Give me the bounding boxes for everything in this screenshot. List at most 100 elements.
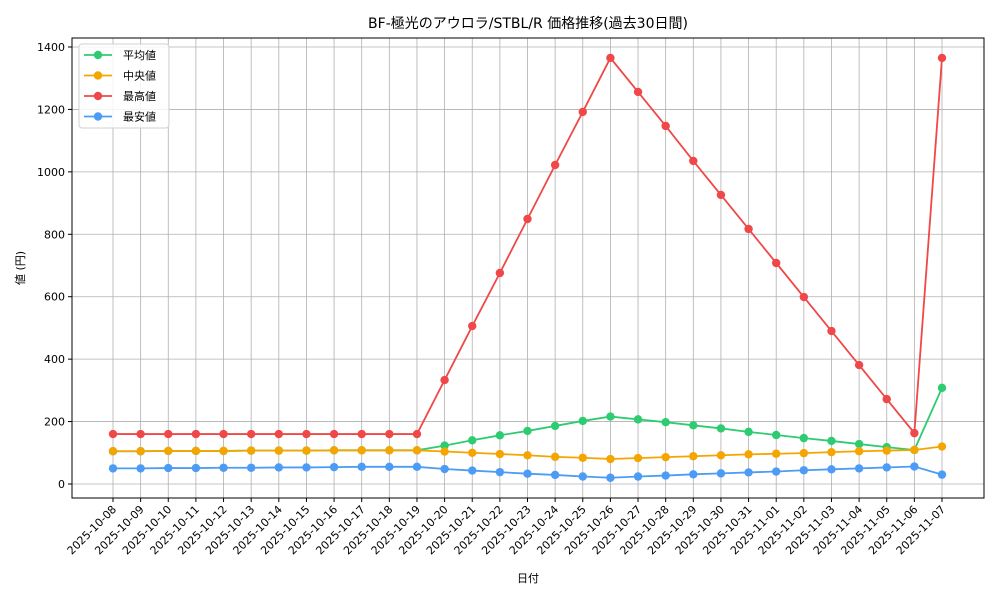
data-point (910, 428, 919, 438)
legend-marker-icon (93, 71, 103, 80)
data-point (772, 430, 781, 440)
data-point (385, 462, 394, 472)
data-point (523, 214, 532, 224)
data-point (633, 453, 643, 463)
data-point (246, 446, 256, 455)
series-2 (108, 53, 947, 439)
data-point (329, 462, 339, 472)
data-point (523, 469, 532, 478)
data-point (578, 453, 587, 462)
data-point (440, 447, 449, 456)
data-point (136, 464, 145, 473)
data-point (827, 447, 836, 457)
data-point (606, 53, 615, 63)
data-point (329, 446, 339, 455)
data-point (108, 429, 118, 439)
data-point (606, 473, 615, 482)
series-3 (108, 462, 947, 482)
data-point (357, 446, 366, 455)
data-point (191, 446, 201, 456)
data-point (440, 375, 449, 385)
data-point (412, 462, 422, 472)
data-point (219, 446, 228, 456)
data-point (744, 224, 753, 234)
data-point (910, 445, 919, 455)
data-point (744, 427, 753, 437)
data-point (744, 450, 753, 459)
data-point (550, 470, 560, 480)
data-point (827, 326, 836, 336)
series-lines (108, 53, 947, 482)
data-point (606, 454, 615, 464)
data-point (661, 471, 670, 480)
data-point (495, 268, 505, 278)
data-point (716, 190, 726, 200)
data-point (108, 447, 118, 456)
data-point (136, 447, 145, 456)
data-point (633, 415, 643, 424)
data-point (827, 465, 836, 474)
data-point (164, 429, 173, 439)
chart-title: BF-極光のアウロラ/STBL/R 価格推移(過去30日間) (368, 16, 688, 32)
series-1 (108, 442, 947, 464)
data-point (495, 467, 505, 477)
data-point (385, 429, 394, 439)
y-tick-label: 400 (44, 353, 65, 366)
data-point (246, 429, 256, 439)
y-tick-label: 1200 (37, 103, 65, 116)
data-point (164, 446, 173, 456)
data-point (799, 448, 809, 458)
y-tick-label: 0 (58, 478, 65, 491)
data-point (274, 463, 283, 472)
data-point (882, 463, 891, 472)
data-point (136, 429, 145, 439)
data-point (578, 472, 587, 481)
data-point (827, 436, 836, 446)
data-point (274, 429, 283, 439)
data-point (689, 156, 698, 166)
y-tick-label: 1400 (37, 41, 65, 54)
y-axis-ticks: 0 200 400 600 800 1000 1200 1400 (37, 41, 72, 491)
data-point (412, 429, 422, 439)
data-point (550, 421, 560, 431)
data-point (468, 321, 477, 331)
data-point (246, 463, 256, 472)
data-point (744, 468, 753, 477)
data-point (882, 446, 891, 455)
data-point (854, 464, 864, 473)
data-point (882, 394, 891, 404)
data-point (772, 449, 781, 458)
data-point (716, 424, 726, 433)
legend-label: 平均値 (123, 49, 156, 62)
y-tick-label: 600 (44, 291, 65, 304)
data-point (468, 448, 477, 457)
data-point (550, 452, 560, 462)
data-point (164, 463, 173, 473)
data-point (661, 121, 670, 131)
legend-marker-icon (93, 112, 103, 121)
x-axis-label: 日付 (517, 572, 539, 585)
data-point (689, 452, 698, 461)
data-point (412, 446, 422, 455)
legend-item: 中央値 (84, 70, 156, 83)
data-point (219, 429, 228, 439)
y-tick-label: 800 (44, 228, 65, 241)
data-point (854, 447, 864, 456)
legend-item: 最安値 (84, 110, 156, 124)
data-point (661, 452, 670, 462)
legend-item: 平均値 (84, 49, 156, 62)
data-point (468, 466, 477, 475)
data-point (716, 469, 726, 478)
data-point (606, 412, 615, 421)
y-tick-label: 200 (44, 416, 65, 429)
data-point (937, 470, 947, 479)
legend-marker-icon (93, 91, 103, 101)
data-point (523, 426, 532, 436)
x-axis-ticks: 2025-10-082025-10-092025-10-102025-10-11… (65, 498, 948, 557)
legend-label: 中央値 (123, 70, 156, 83)
data-point (302, 446, 311, 455)
data-point (191, 463, 201, 473)
legend-label: 最高値 (123, 89, 156, 103)
